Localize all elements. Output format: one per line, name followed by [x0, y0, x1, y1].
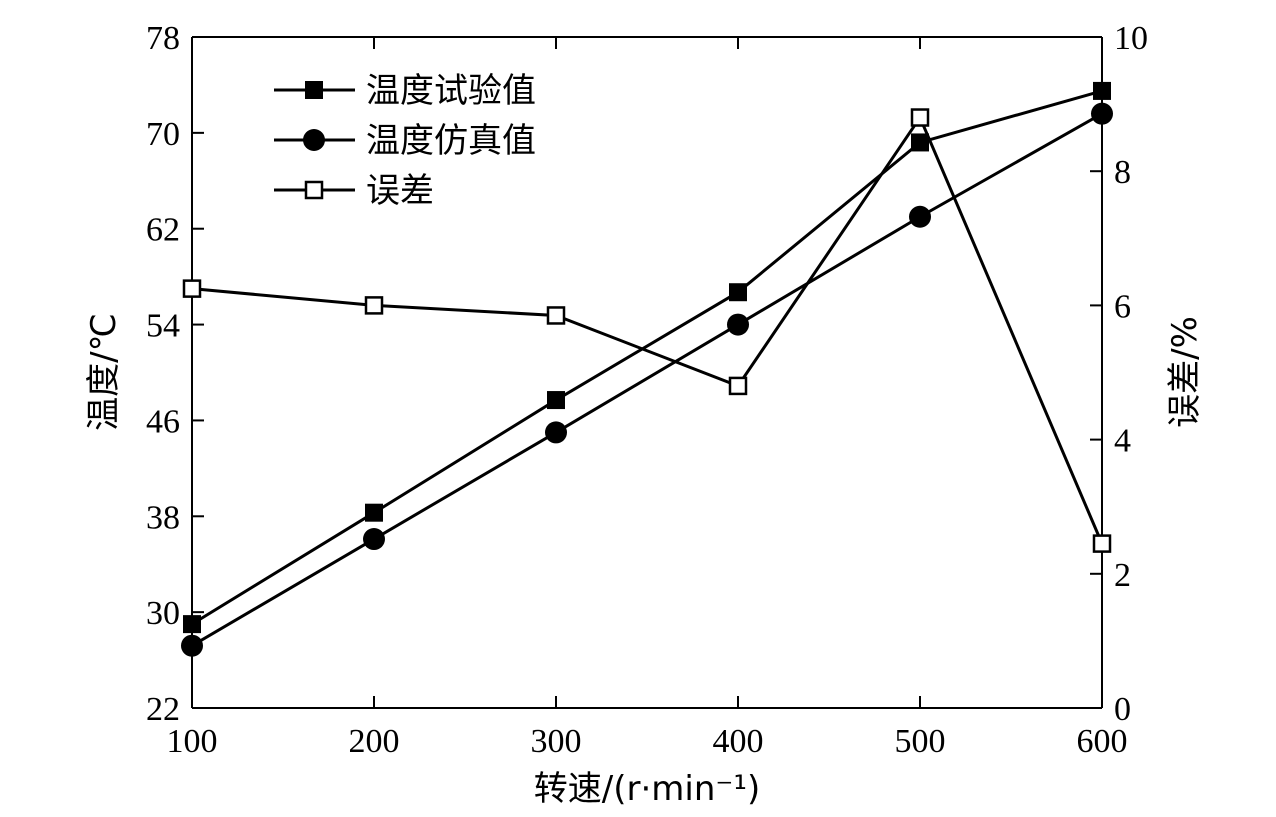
- left-y-tick-label: 46: [146, 403, 180, 440]
- series-2-point: [363, 528, 385, 551]
- left-y-tick-label: 38: [146, 499, 180, 536]
- x-tick-label: 500: [895, 723, 946, 760]
- series-3-point: [364, 296, 384, 315]
- right-y-tick-label: 8: [1114, 154, 1131, 191]
- series-3-point: [910, 108, 930, 127]
- right-y-tick-label: 2: [1114, 557, 1131, 594]
- right-y-axis-ticks: 0 2 4 6 8 10: [1090, 20, 1148, 728]
- series-3-point: [546, 306, 566, 325]
- series-2: [181, 102, 1113, 657]
- series-1-point: [365, 503, 383, 522]
- legend-label: 温度试验值: [366, 71, 536, 111]
- x-tick-label: 100: [167, 723, 218, 760]
- left-y-tick-label: 30: [146, 595, 180, 632]
- legend-item: 误差: [274, 171, 434, 211]
- series-3-point: [728, 376, 748, 396]
- series-1-line: [191, 89, 1103, 626]
- x-tick-label: 600: [1077, 723, 1128, 760]
- right-y-tick-label: 0: [1114, 691, 1131, 728]
- series-2-point: [181, 634, 203, 657]
- legend-marker: [304, 180, 324, 200]
- x-axis-title: 转速/(r·min⁻¹): [534, 769, 760, 809]
- x-tick-label: 300: [531, 723, 582, 760]
- legend-label: 温度仿真值: [366, 121, 536, 161]
- series-1-point: [547, 391, 565, 410]
- series-2-point: [1091, 102, 1113, 125]
- series-3-point: [182, 279, 202, 298]
- legend-label: 误差: [366, 171, 434, 211]
- series-2-point: [545, 421, 567, 444]
- series-1-point: [1093, 81, 1111, 100]
- series-2-line: [191, 112, 1103, 647]
- right-y-tick-label: 4: [1114, 423, 1131, 460]
- legend-item: 温度仿真值: [274, 121, 536, 161]
- series-3-line: [191, 114, 1104, 545]
- legend-item: 温度试验值: [274, 71, 536, 111]
- x-tick-label: 400: [713, 723, 764, 760]
- series-3-point: [1092, 534, 1112, 553]
- series-2-point: [909, 205, 931, 228]
- left-y-tick-label: 54: [146, 308, 180, 345]
- x-axis-ticks: 100 200 300 400 500 600: [167, 37, 1128, 760]
- left-y-tick-label: 78: [146, 20, 180, 57]
- x-tick-label: 200: [349, 723, 400, 760]
- series-1: [183, 81, 1111, 634]
- legend-marker: [303, 129, 325, 151]
- left-y-tick-label: 62: [146, 212, 180, 249]
- plot-frame: [191, 36, 1103, 709]
- legend-marker: [305, 81, 323, 99]
- left-y-tick-label: 70: [146, 116, 180, 153]
- right-y-tick-label: 10: [1114, 20, 1148, 57]
- series-3: [182, 108, 1112, 553]
- series-layer: [181, 81, 1113, 657]
- right-y-tick-label: 6: [1114, 288, 1131, 325]
- left-y-axis-ticks: 22 30 38 46 54 62 70 78: [146, 20, 204, 728]
- right-y-axis-title: 误差/%: [1165, 316, 1205, 428]
- series-1-point: [729, 283, 747, 302]
- series-2-point: [727, 313, 749, 336]
- series-1-point: [183, 615, 201, 634]
- series-1-point: [911, 133, 929, 152]
- left-y-tick-label: 22: [146, 691, 180, 728]
- left-y-axis-title: 温度/℃: [84, 313, 124, 431]
